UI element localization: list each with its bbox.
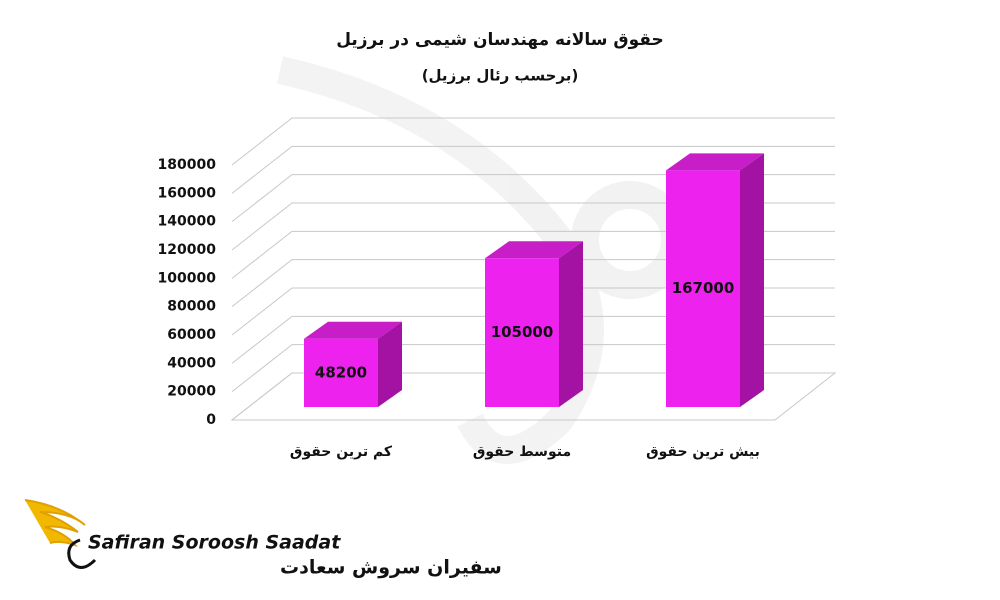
- value-label: 48200: [315, 363, 367, 381]
- grid-line: [231, 174, 835, 223]
- value-label: 105000: [491, 323, 554, 341]
- grid-line: [231, 344, 835, 393]
- chart-title: حقوق سالانه مهندسان شیمی در برزیل: [336, 30, 664, 50]
- plot-area: 0 20000 40000 60000 80000 100000 120000 140000 1…: [158, 117, 837, 460]
- y-tick-label: 20000: [167, 384, 216, 400]
- logo-latin: Safiran Soroosh Saadat: [88, 532, 341, 554]
- y-tick-label: 0: [206, 412, 216, 428]
- y-tick-label: 80000: [167, 299, 216, 315]
- logo-wing: [24, 499, 86, 548]
- bar: [485, 241, 583, 407]
- value-label: 167000: [672, 279, 735, 297]
- grid-line: [231, 372, 835, 421]
- logo-persian: سفیران سروش سعادت: [280, 557, 502, 579]
- grid-line: [231, 117, 835, 166]
- bar: [304, 321, 402, 407]
- bar-top: [304, 321, 402, 339]
- grid-line: [231, 202, 835, 251]
- bar-front: [304, 338, 378, 407]
- grid-line: [231, 259, 835, 308]
- bar: [666, 153, 764, 407]
- y-tick-label: 140000: [158, 214, 217, 230]
- grid-line: [231, 145, 835, 194]
- bar-side: [378, 321, 402, 407]
- y-tick-label: 120000: [158, 242, 217, 258]
- chart-subtitle: (برحسب رئال برزیل): [422, 67, 579, 85]
- bar-side: [559, 241, 583, 407]
- bar-front: [485, 258, 559, 407]
- logo-swirl: [67, 538, 97, 569]
- grid-line: [231, 230, 835, 279]
- y-tick-label: 40000: [167, 355, 216, 371]
- x-tick-label: کم ترین حقوق: [290, 444, 393, 460]
- grid-line: [231, 287, 835, 336]
- y-tick-label: 180000: [158, 157, 217, 173]
- bar-top: [485, 241, 583, 259]
- bar-side: [740, 153, 764, 407]
- x-tick-label: بیش ترین حقوق: [646, 444, 760, 460]
- y-tick-label: 60000: [167, 327, 216, 343]
- bar-front: [666, 170, 740, 407]
- x-tick-label: متوسط حقوق: [473, 444, 571, 460]
- grid-line: [231, 315, 835, 364]
- y-tick-label: 160000: [158, 185, 217, 201]
- y-tick-label: 100000: [158, 270, 217, 286]
- bar-top: [666, 153, 764, 171]
- logo: Safiran Soroosh Saadat سفیران سروش سعادت: [24, 499, 502, 579]
